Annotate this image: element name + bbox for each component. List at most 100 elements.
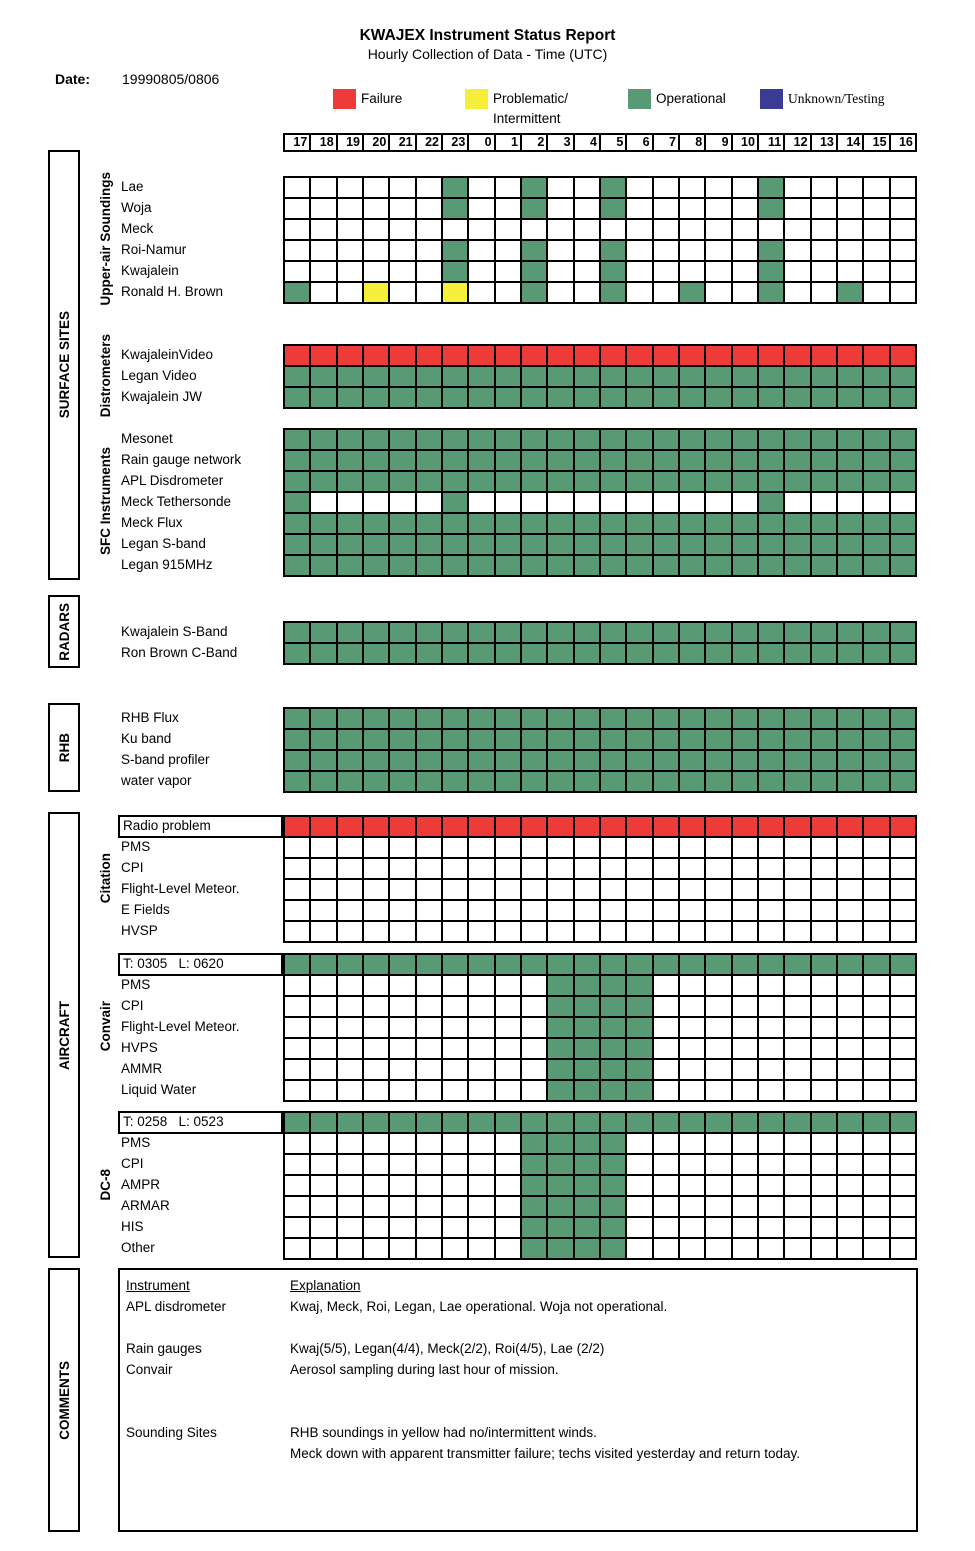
status-cell-no-data [730, 176, 759, 199]
status-cell-operational [283, 428, 312, 451]
status-cell-no-data [309, 218, 338, 241]
status-cell-no-data [519, 218, 549, 241]
status-cell-no-data [651, 857, 680, 880]
status-cell-operational [388, 533, 417, 556]
status-cell-no-data [756, 1058, 786, 1081]
status-cell-no-data [309, 836, 338, 859]
status-cell-operational [309, 554, 338, 577]
status-cell-operational [519, 470, 549, 493]
legend-swatch [760, 89, 783, 109]
status-cell-operational [704, 470, 733, 493]
status-cell-operational [730, 386, 759, 409]
status-cell-failure [862, 344, 891, 367]
status-cell-no-data [756, 1016, 786, 1039]
comment-explanation-line: Kwaj(5/5), Legan(4/4), Meck(2/2), Roi(4/… [290, 1341, 605, 1356]
status-row [283, 1216, 917, 1239]
status-cell-no-data [414, 995, 443, 1018]
status-cell-no-data [862, 1037, 891, 1060]
status-cell-operational [572, 470, 601, 493]
status-cell-no-data [546, 899, 575, 922]
status-cell-no-data [888, 920, 917, 943]
status-cell-no-data [783, 1058, 812, 1081]
status-cell-no-data [414, 1195, 443, 1218]
status-cell-operational [546, 995, 575, 1018]
status-cell-operational [388, 470, 417, 493]
status-cell-operational [756, 197, 786, 220]
status-cell-operational [625, 770, 654, 793]
status-cell-no-data [546, 218, 575, 241]
status-cell-operational [309, 707, 338, 730]
status-row [283, 365, 917, 388]
status-cell-operational [598, 512, 628, 535]
status-cell-operational [625, 512, 654, 535]
status-cell-no-data [440, 1195, 470, 1218]
status-cell-failure [546, 344, 575, 367]
status-cell-failure [440, 344, 470, 367]
status-cell-operational [730, 707, 759, 730]
status-cell-operational [783, 512, 812, 535]
status-cell-operational [309, 449, 338, 472]
status-cell-failure [598, 815, 628, 838]
status-cell-no-data [309, 995, 338, 1018]
status-cell-no-data [493, 974, 522, 997]
status-cell-no-data [388, 1016, 417, 1039]
status-cell-no-data [309, 197, 338, 220]
status-cell-operational [546, 428, 575, 451]
status-cell-operational [493, 770, 522, 793]
status-cell-no-data [756, 899, 786, 922]
status-cell-operational [677, 533, 707, 556]
status-row [283, 1132, 917, 1155]
status-cell-operational [730, 554, 759, 577]
comment-row: Convair Aerosol sampling during last hour… [126, 1359, 910, 1380]
status-cell-no-data [309, 920, 338, 943]
status-cell-operational [283, 281, 312, 304]
status-cell-operational [493, 449, 522, 472]
status-cell-operational [388, 1111, 417, 1134]
row-label: Legan 915MHz [121, 557, 213, 572]
status-cell-no-data [519, 857, 549, 880]
row-label: CPI [121, 998, 144, 1013]
status-cell-operational [414, 554, 443, 577]
status-cell-no-data [572, 878, 601, 901]
status-cell-operational [625, 728, 654, 751]
status-cell-no-data [388, 878, 417, 901]
status-cell-no-data [414, 1079, 443, 1102]
status-cell-operational [361, 749, 391, 772]
status-cell-no-data [704, 1132, 733, 1155]
status-cell-operational [598, 1153, 628, 1176]
status-row [283, 428, 917, 451]
status-cell-operational [519, 707, 549, 730]
status-cell-no-data [809, 1237, 838, 1260]
status-cell-operational [888, 365, 917, 388]
status-cell-no-data [546, 176, 575, 199]
status-cell-failure [651, 815, 680, 838]
comment-explanation-line: RHB soundings in yellow had no/intermitt… [290, 1425, 597, 1440]
status-cell-no-data [625, 176, 654, 199]
status-cell-no-data [756, 836, 786, 859]
status-cell-operational [835, 365, 865, 388]
status-cell-no-data [677, 1153, 707, 1176]
status-cell-no-data [888, 1132, 917, 1155]
status-cell-no-data [888, 1037, 917, 1060]
status-cell-operational [598, 642, 628, 665]
status-cell-no-data [335, 197, 364, 220]
status-cell-operational [493, 642, 522, 665]
status-cell-operational [309, 533, 338, 556]
status-cell-operational [677, 365, 707, 388]
group-sublabel: Distrometers [92, 334, 118, 417]
row-label: T: 0258 L: 0523 [118, 1111, 283, 1134]
hour-label: 16 [888, 133, 917, 152]
status-cell-no-data [493, 1195, 522, 1218]
status-cell-no-data [493, 281, 522, 304]
status-cell-operational [598, 470, 628, 493]
status-cell-no-data [361, 1037, 391, 1060]
status-cell-operational [309, 512, 338, 535]
status-cell-no-data [414, 878, 443, 901]
status-row [283, 1111, 917, 1134]
status-row [283, 815, 917, 838]
status-cell-no-data [335, 1058, 364, 1081]
status-cell-operational [493, 728, 522, 751]
status-cell-operational [809, 770, 838, 793]
status-cell-no-data [862, 1132, 891, 1155]
row-label: Meck [121, 221, 154, 236]
